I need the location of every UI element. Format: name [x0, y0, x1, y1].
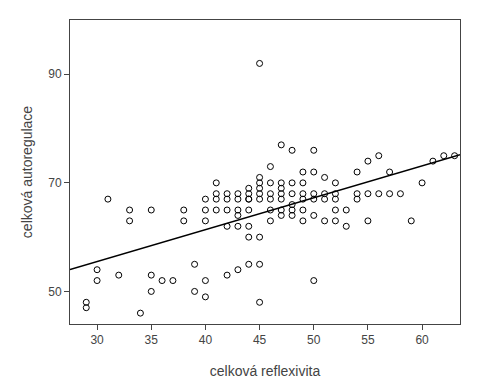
svg-text:35: 35	[145, 333, 159, 347]
svg-text:55: 55	[361, 333, 375, 347]
svg-text:70: 70	[48, 176, 62, 190]
svg-text:45: 45	[253, 333, 267, 347]
svg-text:30: 30	[90, 333, 104, 347]
svg-text:celková autoregulace: celková autoregulace	[19, 106, 35, 239]
svg-text:50: 50	[48, 285, 62, 299]
svg-text:90: 90	[48, 67, 62, 81]
svg-text:50: 50	[307, 333, 321, 347]
svg-text:40: 40	[199, 333, 213, 347]
svg-text:60: 60	[415, 333, 429, 347]
svg-text:celková reflexivita: celková reflexivita	[210, 363, 321, 379]
